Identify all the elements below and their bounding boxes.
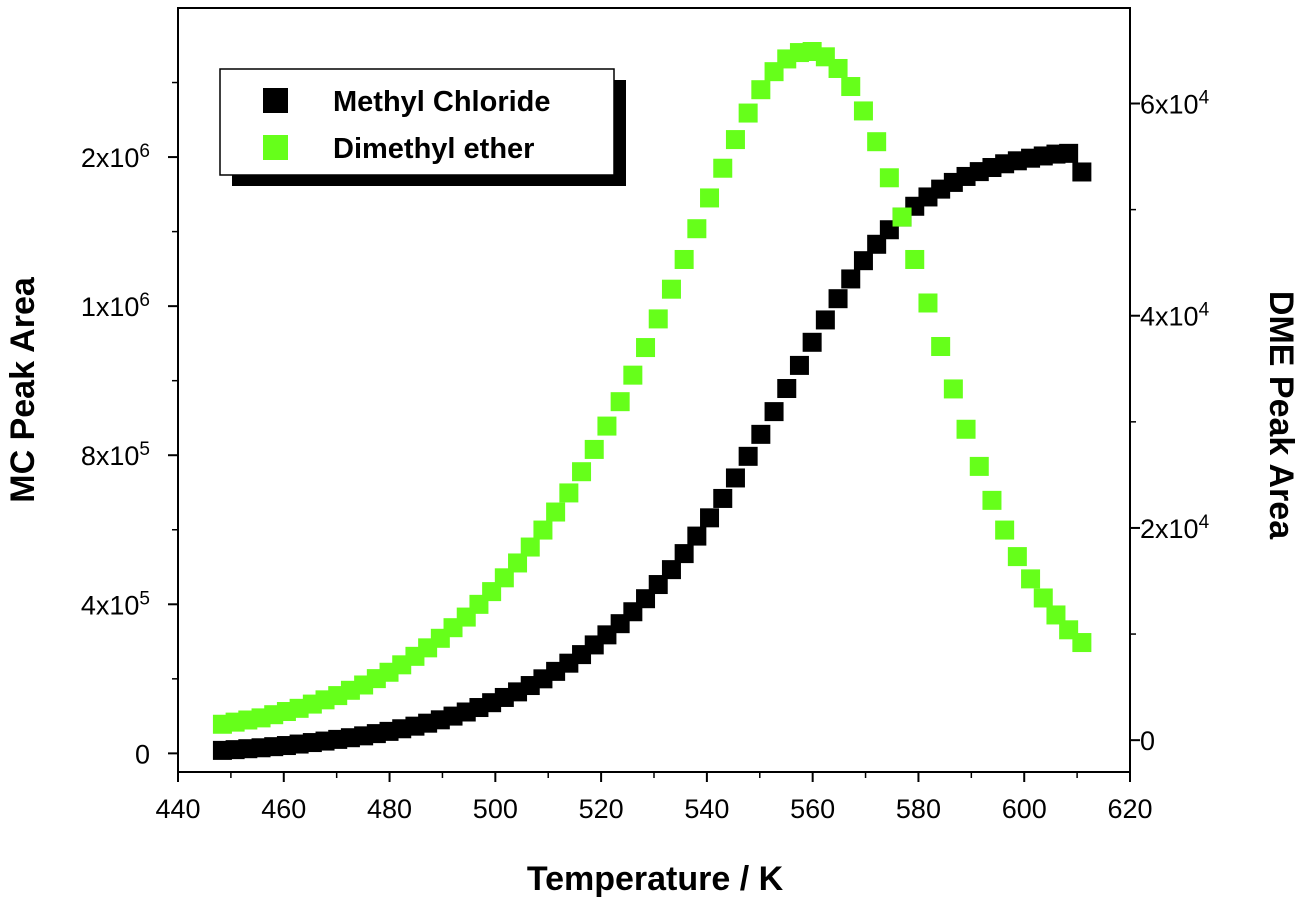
x-axis-title: Temperature / K [527, 860, 784, 898]
methyl-chloride-point [648, 575, 668, 595]
legend-label-methyl-chloride: Methyl Chloride [333, 86, 551, 118]
y-tick-label-1: 4x105 [81, 588, 150, 621]
methyl-chloride-point [815, 310, 835, 330]
x-tick-label-540: 540 [684, 794, 729, 824]
dimethyl-ether-point [597, 416, 617, 436]
dimethyl-ether-point [841, 77, 861, 97]
dimethyl-ether-point [610, 392, 630, 412]
dimethyl-ether-point [905, 249, 925, 269]
dimethyl-ether-point [546, 502, 566, 522]
x-tick-label-620: 620 [1107, 794, 1152, 824]
methyl-chloride-point [853, 251, 873, 271]
dimethyl-ether-point [969, 456, 989, 476]
legend-marker-methyl-chloride [263, 88, 288, 113]
methyl-chloride-point [764, 402, 784, 422]
dimethyl-ether-point [520, 537, 540, 557]
dimethyl-ether-point [892, 207, 912, 227]
dimethyl-ether-point [1033, 588, 1053, 608]
dimethyl-ether-point [661, 279, 681, 299]
x-tick-label-520: 520 [579, 794, 624, 824]
methyl-chloride-point [828, 289, 848, 309]
dimethyl-ether-point [623, 365, 643, 385]
dimethyl-ether-point [931, 336, 951, 356]
dimethyl-ether-point [725, 130, 745, 150]
legend: Methyl Chloride Dimethyl ether [219, 68, 626, 186]
legend-marker-dimethyl-ether [263, 135, 288, 160]
dimethyl-ether-point [738, 103, 758, 123]
methyl-chloride-point [738, 446, 758, 466]
y-tick-label-2: 8x105 [81, 439, 150, 472]
x-tick-label-460: 460 [261, 794, 306, 824]
methyl-chloride-point [867, 234, 887, 254]
dimethyl-ether-point [559, 483, 579, 503]
y-axis-ticks: 0 4x105 8x105 1x106 2x106 [81, 81, 178, 769]
dimethyl-ether-point [508, 553, 528, 573]
dimethyl-ether-point [1046, 605, 1066, 625]
x-tick-label-600: 600 [1002, 794, 1047, 824]
methyl-chloride-point [1072, 162, 1092, 182]
methyl-chloride-point [687, 526, 707, 546]
dimethyl-ether-point [648, 309, 668, 329]
dimethyl-ether-point [1072, 633, 1092, 653]
methyl-chloride-point [661, 560, 681, 580]
methyl-chloride-point [751, 424, 771, 444]
dimethyl-ether-point [700, 188, 720, 208]
x-tick-label-500: 500 [473, 794, 518, 824]
methyl-chloride-point [841, 269, 861, 289]
dimethyl-ether-point [533, 520, 553, 540]
dimethyl-ether-point [687, 219, 707, 239]
y2-tick-label-0: 0 [1140, 726, 1155, 756]
dimethyl-ether-point [867, 132, 887, 152]
dimethyl-ether-point [1007, 547, 1027, 567]
dimethyl-ether-point [636, 338, 656, 358]
x-tick-label-440: 440 [155, 794, 200, 824]
methyl-chloride-point [1059, 143, 1079, 163]
dimethyl-ether-point [879, 168, 899, 188]
y-tick-label-4: 2x106 [81, 141, 150, 174]
y2-axis-ticks: 0 2x104 4x104 6x104 [1130, 87, 1210, 756]
methyl-chloride-point [725, 468, 745, 488]
dimethyl-ether-point [674, 249, 694, 269]
methyl-chloride-point [674, 544, 694, 564]
dimethyl-ether-point [918, 293, 938, 313]
methyl-chloride-point [700, 508, 720, 528]
dimethyl-ether-point [1021, 569, 1041, 589]
dimethyl-ether-point [956, 419, 976, 439]
series-methyl-chloride [212, 143, 1092, 760]
dimethyl-ether-point [751, 80, 771, 100]
x-tick-label-580: 580 [896, 794, 941, 824]
y2-axis-title: DME Peak Area [1262, 291, 1300, 540]
y-axis-title: MC Peak Area [4, 276, 42, 503]
methyl-chloride-point [777, 379, 797, 399]
dimethyl-ether-point [713, 158, 733, 178]
dimethyl-ether-point [982, 490, 1002, 510]
dimethyl-ether-point [853, 101, 873, 121]
y2-tick-label-2: 4x104 [1140, 299, 1210, 332]
x-axis-ticks: 440 460 480 500 520 540 560 580 600 620 [155, 772, 1153, 824]
dimethyl-ether-point [494, 568, 514, 588]
dimethyl-ether-point [943, 379, 963, 399]
x-tick-label-480: 480 [367, 794, 412, 824]
legend-label-dimethyl-ether: Dimethyl ether [333, 133, 534, 165]
y-tick-label-0: 0 [135, 739, 150, 769]
series-dimethyl-ether [212, 42, 1092, 734]
y2-tick-label-3: 6x104 [1140, 87, 1210, 120]
x-tick-label-560: 560 [790, 794, 835, 824]
dimethyl-ether-point [572, 462, 592, 482]
methyl-chloride-point [789, 355, 809, 375]
methyl-chloride-point [802, 332, 822, 352]
methyl-chloride-point [713, 488, 733, 508]
y-tick-label-3: 1x106 [81, 290, 150, 323]
dimethyl-ether-point [828, 58, 848, 78]
dimethyl-ether-point [995, 520, 1015, 540]
y2-tick-label-1: 2x104 [1140, 511, 1210, 544]
dimethyl-ether-point [584, 439, 604, 459]
